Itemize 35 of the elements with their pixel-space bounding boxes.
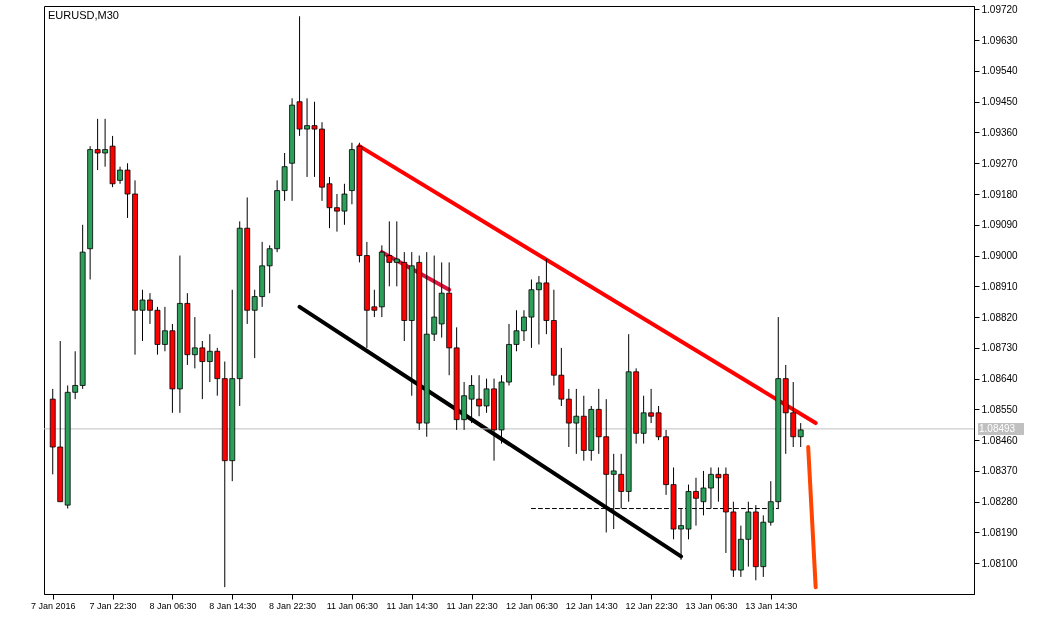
x-tick-label: 8 Jan 14:30 [209,600,257,611]
y-tick-label: 1.08550 [981,403,1019,415]
x-tick-label: 12 Jan 14:30 [565,600,618,611]
x-tick-label: 8 Jan 22:30 [269,600,317,611]
x-tick-label: 11 Jan 06:30 [326,600,379,611]
y-tick-label: 1.09090 [981,219,1019,231]
y-tick-label: 1.09180 [981,188,1019,200]
x-tick-label: 8 Jan 06:30 [149,600,197,611]
y-tick-label: 1.08910 [981,280,1019,292]
x-tick-label: 12 Jan 06:30 [505,600,558,611]
y-tick-label: 1.09450 [981,96,1019,108]
y-tick-label: 1.09630 [981,34,1019,46]
ref-line-label: 1.08493 [979,422,1016,434]
y-tick-label: 1.08190 [981,526,1019,538]
x-tick-label: 11 Jan 14:30 [386,600,438,611]
y-tick-label: 1.08280 [981,496,1019,508]
y-tick-label: 1.08370 [981,465,1019,477]
y-tick-label: 1.09270 [981,157,1019,169]
y-tick-label: 1.08100 [981,557,1019,569]
x-tick-label: 7 Jan 2016 [30,600,76,611]
y-tick-label: 1.08640 [981,373,1019,385]
y-tick-label: 1.08820 [981,311,1019,323]
candlestick [797,422,804,448]
x-tick-label: 13 Jan 06:30 [685,600,738,611]
y-tick-label: 1.08730 [981,342,1019,354]
y-tick-label: 1.09720 [981,3,1019,15]
y-tick-label: 1.08460 [981,434,1019,446]
chart-title: EURUSD,M30 [48,9,119,21]
y-tick-label: 1.09000 [981,250,1019,262]
x-tick-label: 13 Jan 14:30 [745,600,798,611]
x-tick-label: 11 Jan 22:30 [446,600,498,611]
x-tick-label: 12 Jan 22:30 [625,600,678,611]
y-tick-label: 1.09360 [981,126,1019,138]
y-tick-label: 1.09540 [981,65,1019,77]
x-tick-label: 7 Jan 22:30 [89,600,137,611]
